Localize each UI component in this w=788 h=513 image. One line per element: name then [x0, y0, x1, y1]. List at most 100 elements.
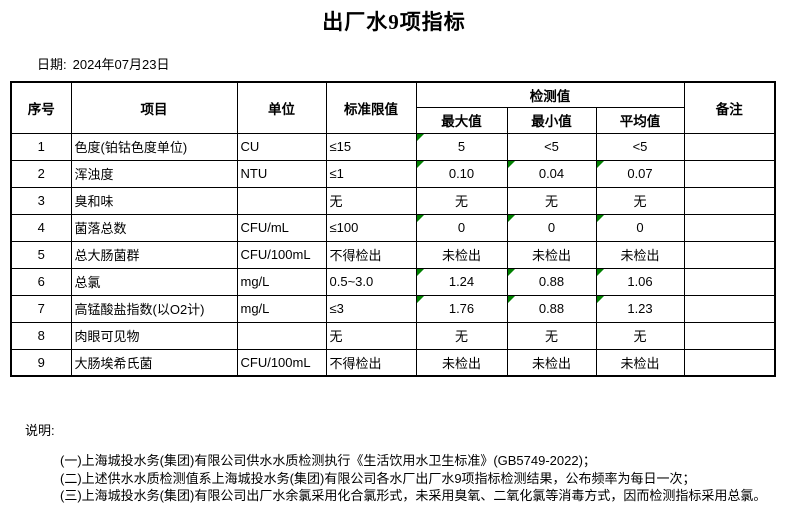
col-header-min: 最小值	[506, 106, 597, 134]
table-row: 2 浑浊度 NTU ≤1 0.10 0.04 0.07	[10, 159, 776, 188]
cell-unit: NTU	[236, 159, 327, 188]
cell-min-value: 0.04	[506, 159, 597, 188]
cell-unit: CFU/mL	[236, 213, 327, 242]
col-header-limit: 标准限值	[325, 81, 417, 134]
cell-avg-value: 1.23	[595, 294, 685, 323]
table-row: 8 肉眼可见物 无 无 无 无	[10, 321, 776, 350]
cell-max-value: 未检出	[415, 240, 508, 269]
cell-max-value: 无	[415, 321, 508, 350]
cell-avg-value: 0.07	[595, 159, 685, 188]
cell-unit: CU	[236, 132, 327, 161]
cell-avg-value: 1.06	[595, 267, 685, 296]
table-row: 1 色度(铂钴色度单位) CU ≤15 5 <5 <5	[10, 132, 776, 161]
col-header-no: 序号	[10, 81, 72, 134]
table-row: 4 菌落总数 CFU/mL ≤100 0 0 0	[10, 213, 776, 242]
notes-label: 说明:	[25, 423, 55, 438]
cell-remark	[683, 348, 776, 377]
table-row: 6 总氯 mg/L 0.5~3.0 1.24 0.88 1.06	[10, 267, 776, 296]
cell-remark	[683, 240, 776, 269]
cell-unit: mg/L	[236, 267, 327, 296]
cell-no: 9	[10, 348, 72, 377]
cell-avg-value: 0	[595, 213, 685, 242]
cell-min-value: 无	[506, 321, 597, 350]
cell-remark	[683, 186, 776, 215]
cell-unit	[236, 321, 327, 350]
col-header-unit: 单位	[236, 81, 327, 134]
cell-min-value: 0.88	[506, 267, 597, 296]
cell-item: 臭和味	[70, 186, 238, 215]
cell-remark	[683, 213, 776, 242]
cell-no: 6	[10, 267, 72, 296]
cell-max-value: 0.10	[415, 159, 508, 188]
cell-unit: mg/L	[236, 294, 327, 323]
cell-avg-value: 未检出	[595, 240, 685, 269]
table-row: 3 臭和味 无 无 无 无	[10, 186, 776, 215]
cell-item: 菌落总数	[70, 213, 238, 242]
cell-no: 2	[10, 159, 72, 188]
cell-limit: ≤3	[325, 294, 417, 323]
cell-min-value: 未检出	[506, 240, 597, 269]
note-item-1: (一)上海城投水务(集团)有限公司供水水质检测执行《生活饮用水卫生标准》(GB5…	[60, 453, 596, 468]
cell-unit: CFU/100mL	[236, 348, 327, 377]
header-row-2: 最大值 最小值 平均值	[11, 106, 775, 134]
cell-item: 大肠埃希氏菌	[70, 348, 238, 377]
notes-section: 说明: (一)上海城投水务(集团)有限公司供水水质检测执行《生活饮用水卫生标准》…	[25, 420, 766, 505]
cell-no: 8	[10, 321, 72, 350]
cell-min-value: 无	[506, 186, 597, 215]
water-quality-table: 序号 项目 单位 标准限值 检测值 备注 最大值 最小值 平均值 1 色度(铂钴…	[10, 81, 777, 377]
col-header-avg: 平均值	[595, 106, 685, 134]
date-value: 2024年07月23日	[72, 57, 170, 72]
cell-min-value: 0.88	[506, 294, 597, 323]
cell-no: 3	[10, 186, 72, 215]
col-header-detect-group: 检测值	[415, 81, 685, 108]
cell-max-value: 0	[415, 213, 508, 242]
cell-no: 4	[10, 213, 72, 242]
cell-item: 色度(铂钴色度单位)	[70, 132, 238, 161]
cell-unit	[236, 186, 327, 215]
cell-max-value: 1.24	[415, 267, 508, 296]
cell-avg-value: <5	[595, 132, 685, 161]
cell-item: 浑浊度	[70, 159, 238, 188]
cell-max-value: 无	[415, 186, 508, 215]
note-item-3: (三)上海城投水务(集团)有限公司出厂水余氯采用化合氯形式，未采用臭氧、二氧化氯…	[60, 488, 767, 503]
cell-item: 总氯	[70, 267, 238, 296]
cell-min-value: <5	[506, 132, 597, 161]
header-row-1: 序号 项目 单位 标准限值 检测值 备注	[10, 81, 776, 134]
cell-max-value: 1.76	[415, 294, 508, 323]
cell-min-value: 未检出	[506, 348, 597, 377]
cell-limit: 不得检出	[325, 240, 417, 269]
cell-remark	[683, 267, 776, 296]
cell-unit: CFU/100mL	[236, 240, 327, 269]
cell-avg-value: 无	[595, 321, 685, 350]
table-row: 7 高锰酸盐指数(以O2计) mg/L ≤3 1.76 0.88 1.23	[10, 294, 776, 323]
cell-min-value: 0	[506, 213, 597, 242]
cell-remark	[683, 321, 776, 350]
cell-max-value: 未检出	[415, 348, 508, 377]
cell-remark	[683, 159, 776, 188]
cell-remark	[683, 294, 776, 323]
cell-limit: ≤15	[325, 132, 417, 161]
cell-no: 1	[10, 132, 72, 161]
col-header-max: 最大值	[415, 106, 508, 134]
cell-no: 5	[10, 240, 72, 269]
col-header-remark: 备注	[683, 81, 776, 134]
note-item-2: (二)上述供水水质检测值系上海城投水务(集团)有限公司各水厂出厂水9项指标检测结…	[60, 470, 696, 486]
cell-limit: ≤100	[325, 213, 417, 242]
table-row: 9 大肠埃希氏菌 CFU/100mL 不得检出 未检出 未检出 未检出	[10, 348, 776, 377]
cell-item: 高锰酸盐指数(以O2计)	[70, 294, 238, 323]
cell-item: 总大肠菌群	[70, 240, 238, 269]
date-line: 日期: 2024年07月23日	[37, 54, 169, 73]
page-title: 出厂水9项指标	[322, 10, 466, 34]
cell-avg-value: 无	[595, 186, 685, 215]
cell-avg-value: 未检出	[595, 348, 685, 377]
cell-remark	[683, 132, 776, 161]
date-label: 日期:	[37, 57, 67, 72]
cell-limit: 0.5~3.0	[325, 267, 417, 296]
cell-limit: 无	[325, 186, 417, 215]
cell-item: 肉眼可见物	[70, 321, 238, 350]
cell-max-value: 5	[415, 132, 508, 161]
cell-limit: ≤1	[325, 159, 417, 188]
cell-limit: 无	[325, 321, 417, 350]
cell-limit: 不得检出	[325, 348, 417, 377]
cell-no: 7	[10, 294, 72, 323]
